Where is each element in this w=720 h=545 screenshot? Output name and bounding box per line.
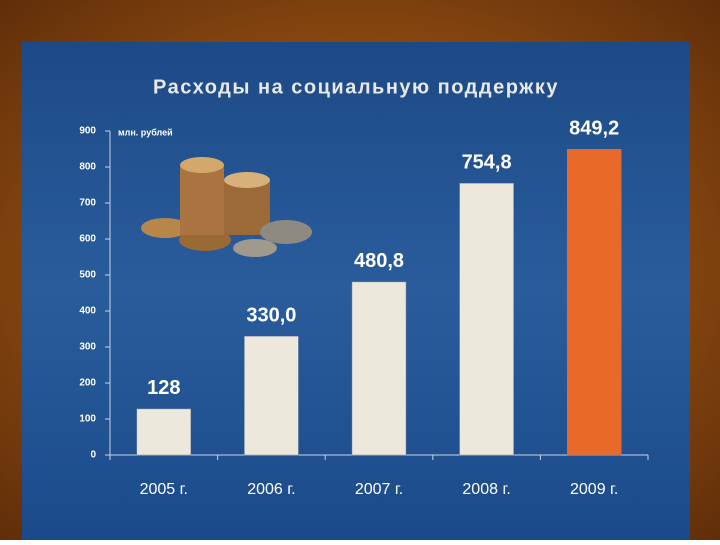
coins: [141, 157, 312, 257]
x-tick-label: 2009 г.: [570, 481, 618, 498]
y-tick-label: 600: [79, 234, 96, 245]
y-tick-label: 700: [79, 198, 96, 209]
x-tick-label: 2007 г.: [355, 481, 403, 498]
y-tick-label: 200: [79, 378, 96, 389]
bar: [566, 149, 622, 456]
value-label: 754,8: [462, 152, 512, 174]
y-tick-label: 100: [79, 414, 96, 425]
x-tick-label: 2008 г.: [462, 481, 510, 498]
bar: [136, 408, 192, 456]
y-axis-label: млн. рублей: [118, 127, 173, 137]
y-tick-label: 400: [79, 306, 96, 317]
x-tick-label: 2006 г.: [247, 481, 295, 498]
y-tick-label: 500: [79, 270, 96, 281]
y-tick-label: 300: [79, 342, 96, 353]
bar: [244, 335, 299, 456]
value-label: 330,0: [246, 304, 296, 326]
x-tick-label: 2005 г.: [140, 481, 188, 498]
chart-title: Расходы на социальную поддержку: [153, 76, 559, 98]
y-tick-label: 0: [90, 450, 96, 461]
bar: [459, 183, 514, 456]
value-label: 128: [147, 377, 180, 399]
y-tick-label: 900: [79, 126, 96, 137]
value-label: 480,8: [354, 250, 404, 272]
y-tick-label: 800: [79, 162, 96, 173]
bar: [351, 281, 407, 456]
value-label: 849,2: [569, 118, 619, 140]
